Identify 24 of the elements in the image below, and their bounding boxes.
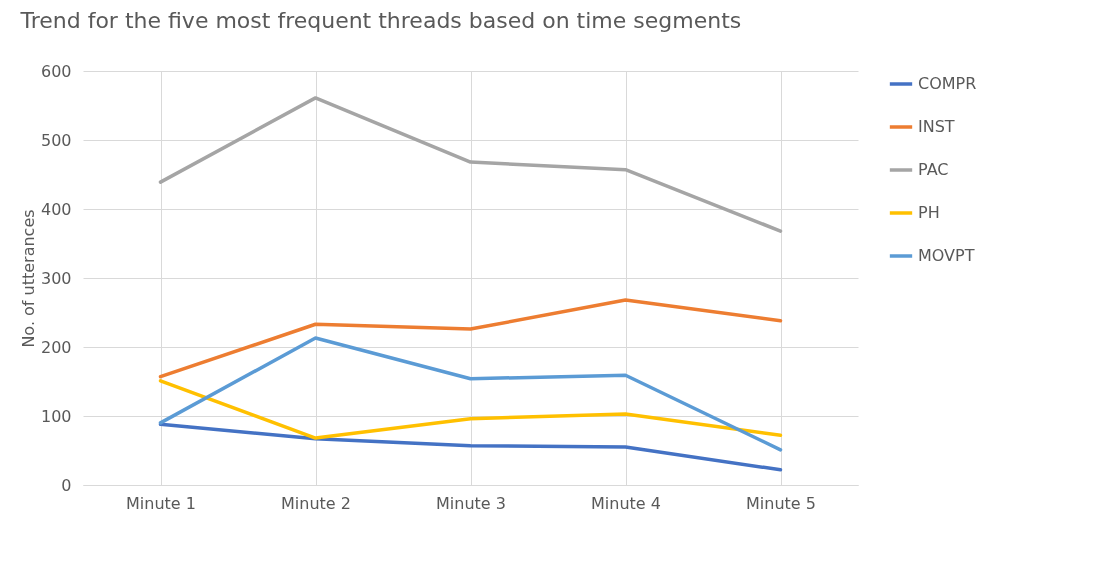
y-tick-label: 100: [40, 406, 72, 426]
line-series: [158, 336, 783, 452]
line-series: [158, 379, 783, 440]
legend-label: MOVPT: [918, 246, 975, 265]
y-tick-label: 300: [40, 268, 72, 288]
y-axis-title: No. of utterances: [18, 209, 38, 348]
x-tick-label: Minute 1: [126, 493, 196, 513]
y-tick-label: 500: [40, 130, 72, 150]
x-tick-label: Minute 2: [281, 493, 351, 513]
line-series: [158, 422, 783, 472]
x-tick-label: Minute 5: [746, 493, 816, 513]
line-series: [158, 298, 783, 379]
y-tick-label: 400: [40, 199, 72, 219]
line-series: [158, 96, 783, 233]
x-tick-label: Minute 3: [436, 493, 506, 513]
legend-label: INST: [918, 117, 955, 136]
x-tick-label: Minute 4: [591, 493, 661, 513]
chart-title: Trend for the five most frequent threads based on time segments: [19, 8, 742, 33]
legend-label: COMPR: [918, 74, 977, 93]
legend-label: PH: [918, 203, 940, 222]
legend-label: PAC: [918, 160, 949, 179]
y-tick-label: 0: [61, 475, 72, 495]
y-tick-label: 200: [40, 337, 72, 357]
y-tick-label: 600: [40, 61, 72, 81]
